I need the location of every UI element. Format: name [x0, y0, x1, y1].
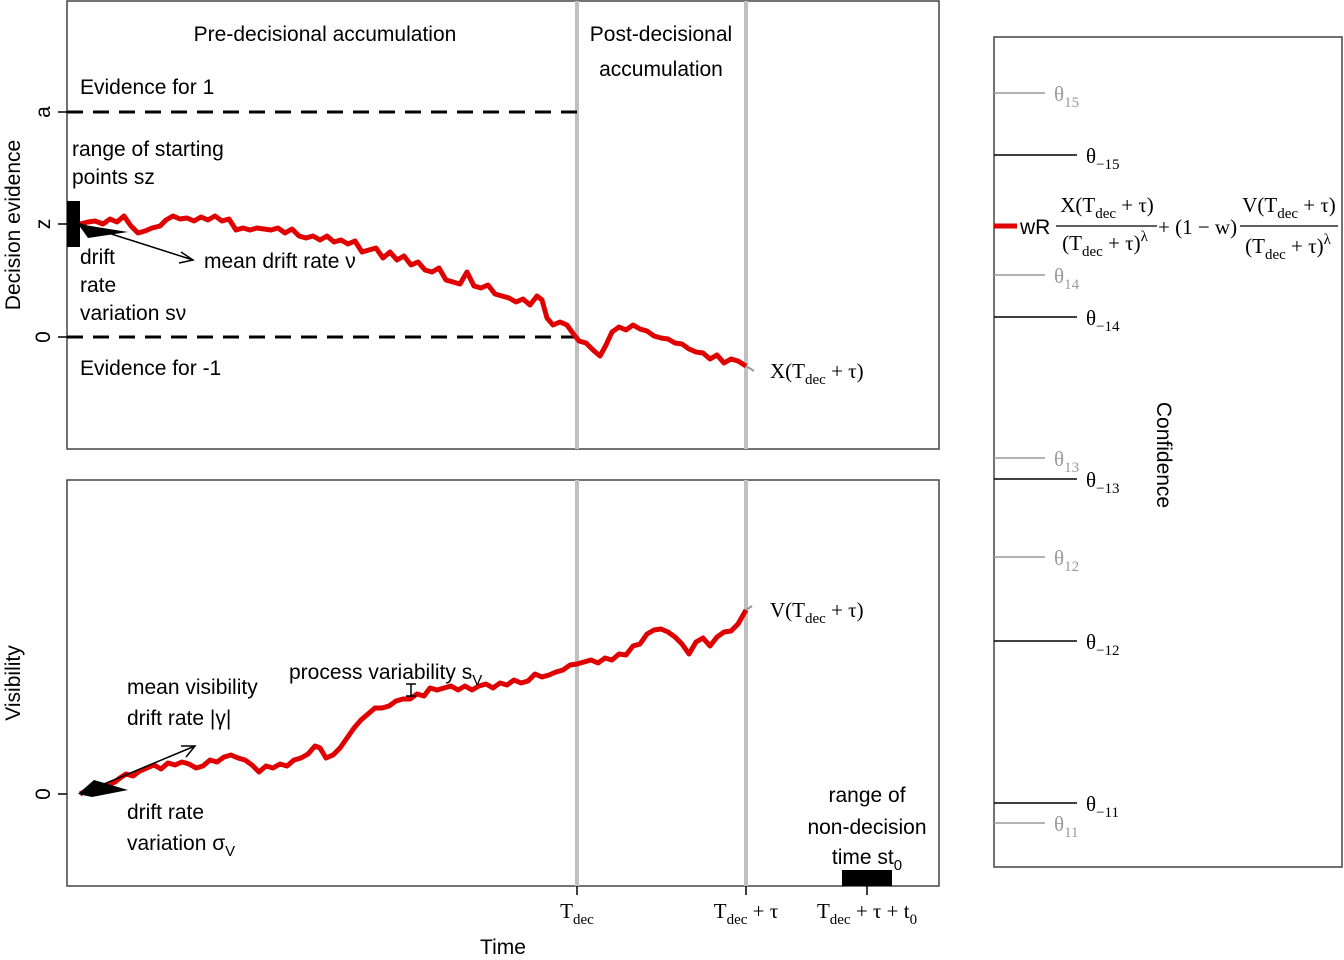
svg-text:θ−15: θ−15 — [1086, 144, 1120, 173]
threshold-theta-minus12: θ−12 — [994, 630, 1120, 659]
svg-text:θ12: θ12 — [1054, 546, 1079, 575]
bottom-panel-frame — [66, 479, 940, 887]
drift-var-label-2: rate — [80, 274, 116, 297]
svg-text:θ13: θ13 — [1054, 447, 1079, 476]
nondecision-label-3: time st0 — [832, 846, 902, 874]
start-range-label-2: points sz — [72, 166, 155, 189]
confidence-label: Confidence — [1152, 402, 1175, 508]
drift-variation-wedge-bottom — [78, 780, 128, 797]
threshold-theta-11: θ11 — [994, 812, 1079, 841]
svg-text:θ−14: θ−14 — [1086, 306, 1120, 335]
mean-drift-arrow-top — [79, 223, 194, 261]
process-variability-errorbar — [406, 683, 416, 697]
ytick-label-a: a — [32, 106, 55, 118]
ytick-label-0-top: 0 — [32, 331, 55, 343]
threshold-theta-minus15: θ−15 — [994, 144, 1120, 173]
top-ylabel: Decision evidence — [2, 140, 25, 310]
svg-text:θ15: θ15 — [1054, 82, 1079, 111]
svg-text:θ−13: θ−13 — [1086, 468, 1120, 497]
process-variability-label: process variability sV — [289, 661, 482, 689]
formula-denominator-1: (Tdec + τ)λ — [1062, 229, 1148, 260]
nondecision-range-bar — [842, 870, 892, 886]
threshold-theta-13: θ13 — [994, 447, 1079, 476]
threshold-theta-minus13: θ−13 — [994, 468, 1120, 497]
formula-numerator-1: X(Tdec + τ) — [1060, 193, 1154, 222]
drift-var-label-1: drift — [80, 246, 115, 269]
xtick-label-tdec-tau: Tdec + τ — [714, 899, 778, 928]
formula-mid: + (1 − w) — [1158, 215, 1237, 239]
nondecision-label-2: non-decision — [807, 816, 926, 839]
region-post-label-2: accumulation — [599, 58, 723, 81]
ytick-label-z: z — [32, 219, 55, 230]
threshold-theta-15: θ15 — [994, 82, 1079, 111]
evidence-for-minus1-label: Evidence for -1 — [80, 357, 221, 380]
evidence-for-1-label: Evidence for 1 — [80, 76, 214, 99]
evidence-path — [79, 213, 748, 369]
drift-var-bottom-label-2: variation σV — [127, 832, 235, 860]
xtick-label-tdec-tau-t0: Tdec + τ + t0 — [817, 899, 917, 928]
mean-drift-label: mean drift rate ν — [204, 250, 356, 273]
xaxis-label: Time — [480, 936, 526, 959]
region-post-label-1: Post-decisional — [590, 23, 732, 46]
mean-visibility-label-2: drift rate |γ| — [127, 707, 231, 730]
formula-prefix: wR — [1019, 216, 1050, 239]
threshold-theta-minus11: θ−11 — [994, 792, 1119, 821]
xtick-label-tdec: Tdec — [560, 899, 594, 928]
visibility-path — [78, 608, 749, 797]
formula-denominator-2: (Tdec + τ)λ — [1245, 232, 1331, 263]
confidence-panel-frame — [993, 36, 1343, 868]
evidence-end-label: X(Tdec + τ) — [770, 359, 864, 388]
mean-visibility-label-1: mean visibility — [127, 676, 258, 699]
drift-var-label-3: variation sν — [80, 302, 186, 325]
mean-visibility-arrow — [79, 745, 196, 795]
svg-text:θ11: θ11 — [1054, 812, 1079, 841]
svg-text:θ−12: θ−12 — [1086, 630, 1120, 659]
visibility-end-label: V(Tdec + τ) — [770, 598, 864, 627]
start-range-bar — [67, 201, 80, 247]
ytick-label-0-bottom: 0 — [32, 788, 55, 800]
threshold-theta-minus14: θ−14 — [994, 306, 1120, 335]
formula-numerator-2: V(Tdec + τ) — [1242, 193, 1336, 222]
svg-text:θ14: θ14 — [1054, 264, 1080, 293]
threshold-theta-12: θ12 — [994, 546, 1079, 575]
bottom-ylabel: Visibility — [2, 645, 25, 721]
threshold-theta-14: θ14 — [994, 264, 1080, 293]
start-range-label-1: range of starting — [72, 138, 224, 161]
nondecision-label-1: range of — [828, 784, 905, 807]
region-pre-label: Pre-decisional accumulation — [194, 23, 457, 46]
drift-var-bottom-label-1: drift rate — [127, 801, 204, 824]
svg-text:θ−11: θ−11 — [1086, 792, 1119, 821]
